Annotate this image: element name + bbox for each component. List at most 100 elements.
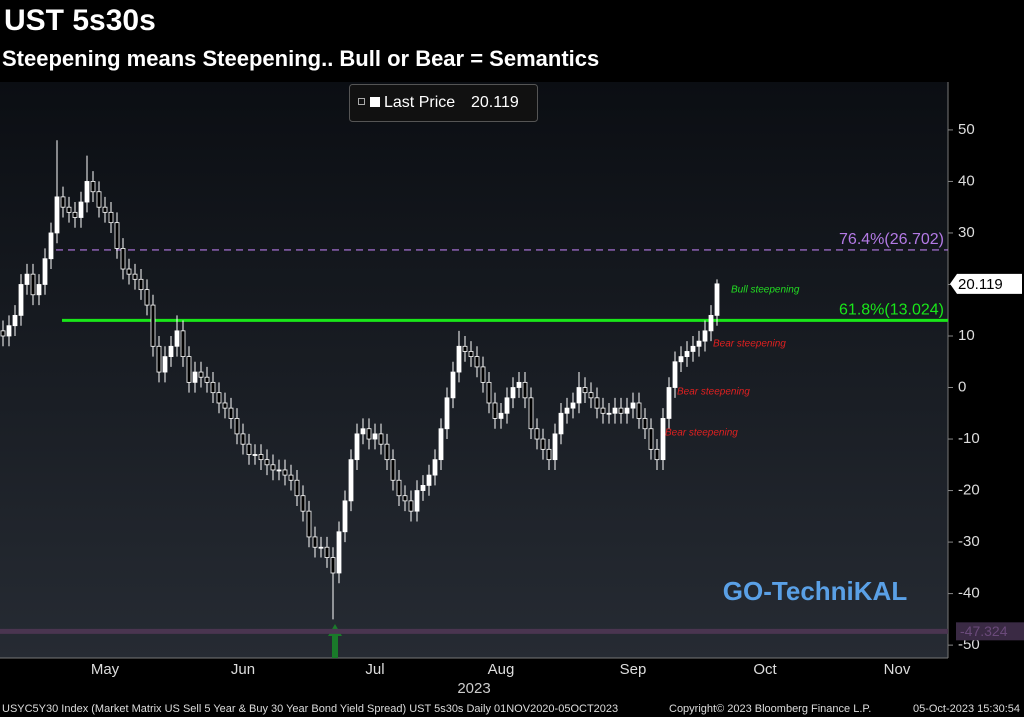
candle-body xyxy=(60,196,66,208)
candle-body xyxy=(648,428,654,450)
candle-body xyxy=(258,454,264,461)
candle-body xyxy=(702,330,708,342)
candle-body xyxy=(198,371,204,378)
candle-body xyxy=(546,448,552,461)
candle-body xyxy=(72,211,78,218)
candle-body xyxy=(528,397,534,430)
candle-body xyxy=(366,428,372,440)
candle-body xyxy=(642,418,648,430)
x-tick-label: Oct xyxy=(753,661,777,678)
candle-body xyxy=(324,546,330,558)
candle-body xyxy=(150,304,156,347)
candle-body xyxy=(600,407,606,414)
candle-body xyxy=(612,407,618,414)
candle-body xyxy=(432,459,438,476)
candle-body xyxy=(342,500,348,533)
candle-body xyxy=(408,500,414,512)
candle-body xyxy=(132,273,138,280)
candle-body xyxy=(306,510,312,538)
legend: Last Price xyxy=(349,84,538,122)
candle-body xyxy=(48,232,54,260)
candle-body xyxy=(690,345,696,352)
annotation: Bear steepening xyxy=(713,339,786,350)
legend-toggle xyxy=(358,98,365,105)
candle-body xyxy=(204,376,210,383)
candle-body xyxy=(156,345,162,373)
candle-body xyxy=(708,314,714,332)
x-axis-year: 2023 xyxy=(457,680,490,697)
level-tag-label: -47.324 xyxy=(960,623,1008,639)
candle-body xyxy=(294,479,300,497)
candle-body xyxy=(228,407,234,419)
candle-body xyxy=(0,330,6,337)
candle-body xyxy=(378,433,384,445)
candle-body xyxy=(120,248,126,270)
candle-body xyxy=(66,206,72,213)
candle-body xyxy=(276,469,282,472)
candle-body xyxy=(162,356,168,373)
candle-body xyxy=(216,392,222,404)
y-tick-label: 40 xyxy=(958,172,975,189)
annotation: Bear steepening xyxy=(677,387,750,398)
candle-body xyxy=(654,448,660,461)
legend-box xyxy=(349,84,538,122)
candle-body xyxy=(78,201,84,218)
candle-body xyxy=(210,381,216,394)
x-tick-label: Nov xyxy=(884,661,911,678)
chart-title: UST 5s30s xyxy=(4,4,156,37)
candle-body xyxy=(486,381,492,404)
candle-body xyxy=(384,443,390,461)
candle-body xyxy=(510,387,516,399)
candle-body xyxy=(672,361,678,388)
candle-body xyxy=(438,428,444,461)
chart-subtitle: Steepening means Steepening.. Bull or Be… xyxy=(2,46,599,71)
candle-body xyxy=(576,387,582,404)
plot-area xyxy=(0,82,948,658)
y-tick-label: -50 xyxy=(958,636,980,653)
y-tick-label: 0 xyxy=(958,378,966,395)
candle-body xyxy=(84,181,90,203)
candle-body xyxy=(660,418,666,461)
annotation: Bull steepening xyxy=(731,285,800,296)
candle-body xyxy=(18,284,24,316)
x-tick-label: May xyxy=(91,661,120,678)
candle-body xyxy=(138,278,144,291)
candle-body xyxy=(462,345,468,352)
candle-body xyxy=(684,351,690,358)
candle-body xyxy=(714,283,720,316)
candle-body xyxy=(330,557,336,574)
candle-body xyxy=(396,479,402,497)
candle-body xyxy=(570,402,576,409)
candle-body xyxy=(348,459,354,502)
y-tick-label: -40 xyxy=(958,585,980,602)
y-tick-label: -10 xyxy=(958,430,980,447)
candle-body xyxy=(420,485,426,491)
candle-body xyxy=(6,325,12,337)
candle-body xyxy=(390,459,396,481)
candle-body xyxy=(90,181,96,193)
candle-body xyxy=(402,495,408,502)
candle-body xyxy=(270,464,276,471)
candle-body xyxy=(618,407,624,414)
footer-timestamp: 05-Oct-2023 15:30:54 xyxy=(913,703,1020,715)
candle-body xyxy=(336,531,342,574)
candle-body xyxy=(588,392,594,399)
candle-body xyxy=(582,387,588,394)
candle-body xyxy=(696,340,702,347)
candle-body xyxy=(318,546,324,549)
candle-body xyxy=(114,222,120,249)
x-tick-label: Jul xyxy=(365,661,384,678)
candle-body xyxy=(246,443,252,455)
candle-body xyxy=(498,412,504,419)
candles xyxy=(0,140,720,620)
candle-body xyxy=(36,284,42,296)
candle-body xyxy=(426,474,432,486)
candle-body xyxy=(102,206,108,213)
candle-body xyxy=(480,366,486,383)
candle-body xyxy=(252,454,258,456)
footer-copyright: Copyright© 2023 Bloomberg Finance L.P. xyxy=(669,703,871,715)
candle-body xyxy=(186,356,192,383)
candle-body xyxy=(516,381,522,388)
y-tick-label: -30 xyxy=(958,533,980,550)
candle-body xyxy=(354,433,360,461)
